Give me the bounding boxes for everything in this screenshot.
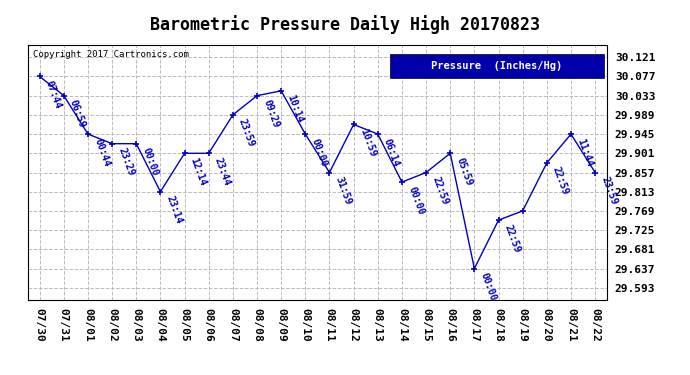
Text: 23:59: 23:59 xyxy=(237,118,257,148)
Text: 00:00: 00:00 xyxy=(479,272,498,302)
Text: 00:00: 00:00 xyxy=(406,185,426,216)
Text: 11:44: 11:44 xyxy=(575,137,595,168)
Text: 05:59: 05:59 xyxy=(455,156,474,187)
Text: 23:44: 23:44 xyxy=(213,156,233,187)
Text: 23:14: 23:14 xyxy=(165,195,184,225)
Text: Barometric Pressure Daily High 20170823: Barometric Pressure Daily High 20170823 xyxy=(150,15,540,34)
Text: 00:44: 00:44 xyxy=(92,137,112,168)
Text: 22:59: 22:59 xyxy=(431,175,450,206)
Text: 00:00: 00:00 xyxy=(310,137,329,168)
Text: Copyright 2017 Cartronics.com: Copyright 2017 Cartronics.com xyxy=(33,50,189,59)
Text: 09:29: 09:29 xyxy=(262,98,281,129)
Text: 22:59: 22:59 xyxy=(551,166,571,197)
Text: 31:59: 31:59 xyxy=(334,175,353,206)
Text: 23:59: 23:59 xyxy=(600,175,619,206)
Text: 10:59: 10:59 xyxy=(358,127,377,158)
Text: 22:59: 22:59 xyxy=(503,223,522,254)
Text: 23:29: 23:29 xyxy=(117,147,136,177)
Text: 06:59: 06:59 xyxy=(68,98,88,129)
Text: 00:00: 00:00 xyxy=(141,147,160,177)
Text: 10:14: 10:14 xyxy=(286,94,305,124)
Text: 06:14: 06:14 xyxy=(382,137,402,168)
Text: 07:44: 07:44 xyxy=(44,79,63,110)
Text: 12:14: 12:14 xyxy=(189,156,208,187)
FancyBboxPatch shape xyxy=(390,54,604,78)
Text: Pressure  (Inches/Hg): Pressure (Inches/Hg) xyxy=(431,61,563,71)
